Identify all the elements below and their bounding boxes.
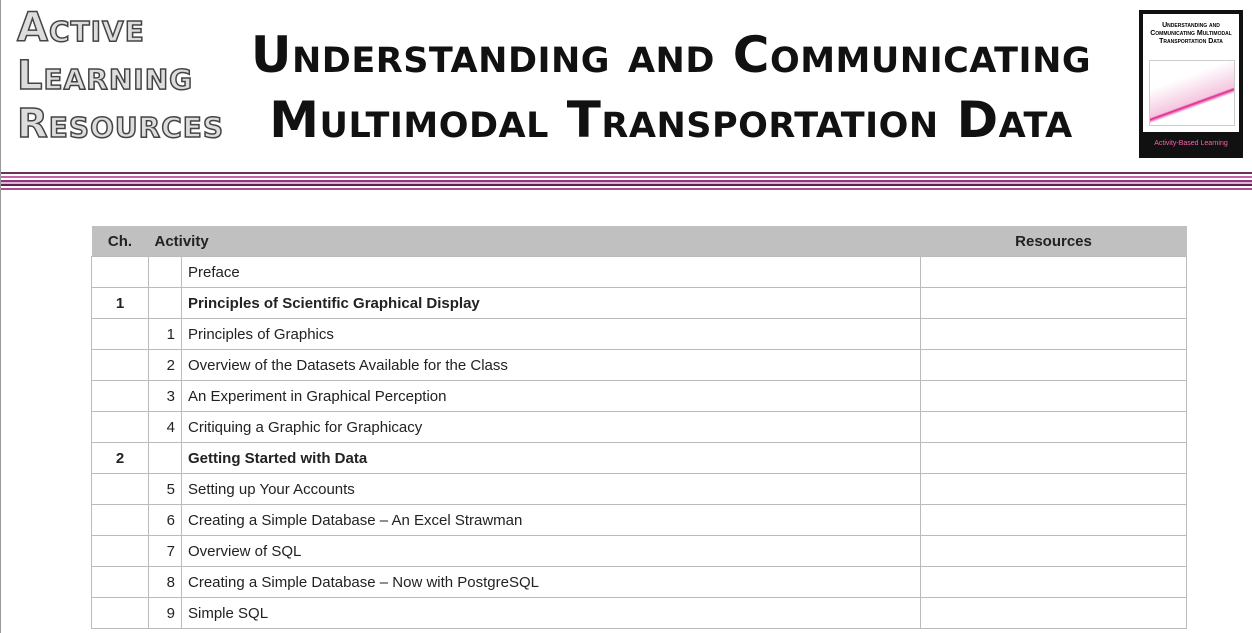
- resources-cell: [920, 411, 1187, 443]
- activity-cell: Overview of the Datasets Available for t…: [181, 349, 921, 381]
- resources-cell: [920, 442, 1187, 474]
- chapter-cell: [91, 411, 149, 443]
- resources-cell: [920, 256, 1187, 288]
- table-row: 2 Getting Started with Data: [91, 442, 1187, 474]
- number-cell: 1: [148, 318, 182, 350]
- activity-table: Ch. Activity Resources Preface 1 Principle…: [91, 226, 1187, 629]
- activity-cell: Setting up Your Accounts: [181, 473, 921, 505]
- title-line: Multimodal Transportation Data: [269, 91, 1073, 149]
- activity-cell: Principles of Scientific Graphical Displ…: [181, 287, 921, 319]
- chapter-cell: 1: [91, 287, 149, 319]
- table-row: Preface: [91, 256, 1187, 288]
- logo: Active Learning Resources: [16, 4, 225, 148]
- chapter-cell: [91, 535, 149, 567]
- resources-cell: [920, 287, 1187, 319]
- number-cell: 8: [148, 566, 182, 598]
- activity-cell: Preface: [181, 256, 921, 288]
- chapter-cell: [91, 318, 149, 350]
- resources-cell: [920, 535, 1187, 567]
- number-cell: 7: [148, 535, 182, 567]
- activity-cell: An Experiment in Graphical Perception: [181, 380, 921, 412]
- activity-cell: Creating a Simple Database – Now with Po…: [181, 566, 921, 598]
- chapter-cell: [91, 380, 149, 412]
- table-row: 4 Critiquing a Graphic for Graphicacy: [91, 411, 1187, 443]
- table-row: 5 Setting up Your Accounts: [91, 473, 1187, 505]
- number-cell: 2: [148, 349, 182, 381]
- table-row: 7 Overview of SQL: [91, 535, 1187, 567]
- logo-line: Resources: [16, 100, 225, 148]
- logo-line: Learning: [16, 52, 194, 100]
- number-cell: 3: [148, 380, 182, 412]
- book-cover[interactable]: Understanding and Communicating Multimod…: [1139, 10, 1243, 158]
- resources-cell: [920, 349, 1187, 381]
- chapter-cell: [91, 473, 149, 505]
- activity-cell: Creating a Simple Database – An Excel St…: [181, 504, 921, 536]
- chapter-cell: 2: [91, 442, 149, 474]
- resources-cell: [920, 566, 1187, 598]
- activity-cell: Critiquing a Graphic for Graphicacy: [181, 411, 921, 443]
- header-cell: Ch.: [91, 226, 149, 257]
- header-cell: Resources: [920, 226, 1187, 257]
- table-row: 3 An Experiment in Graphical Perception: [91, 380, 1187, 412]
- cover-page: Understanding and Communicating Multimod…: [1143, 14, 1239, 132]
- number-cell: 9: [148, 597, 182, 629]
- header-stripes: [1, 172, 1252, 190]
- chapter-cell: [91, 597, 149, 629]
- resources-cell: [920, 597, 1187, 629]
- number-cell: [148, 442, 182, 474]
- resources-cell: [920, 504, 1187, 536]
- table-row: 9 Simple SQL: [91, 597, 1187, 629]
- number-cell: 6: [148, 504, 182, 536]
- chapter-cell: [91, 349, 149, 381]
- number-cell: [148, 256, 182, 288]
- number-cell: 4: [148, 411, 182, 443]
- table-row: 1 Principles of Scientific Graphical Disp…: [91, 287, 1187, 319]
- logo-line: Active: [16, 4, 145, 52]
- chapter-cell: [91, 566, 149, 598]
- cover-footer: Activity-Based Learning: [1154, 140, 1228, 147]
- table-row: 2 Overview of the Datasets Available for …: [91, 349, 1187, 381]
- resources-cell: [920, 473, 1187, 505]
- table-row: 6 Creating a Simple Database – An Excel S…: [91, 504, 1187, 536]
- activity-cell: Overview of SQL: [181, 535, 921, 567]
- activity-cell: Getting Started with Data: [181, 442, 921, 474]
- number-cell: [148, 287, 182, 319]
- chapter-cell: [91, 256, 149, 288]
- resources-cell: [920, 380, 1187, 412]
- chapter-cell: [91, 504, 149, 536]
- resources-cell: [920, 318, 1187, 350]
- cover-plot: [1149, 60, 1235, 126]
- number-cell: 5: [148, 473, 182, 505]
- table-row: 1 Principles of Graphics: [91, 318, 1187, 350]
- title-line: Understanding and Communicating: [250, 26, 1092, 84]
- activity-cell: Simple SQL: [181, 597, 921, 629]
- activity-cell: Principles of Graphics: [181, 318, 921, 350]
- header-cell: Activity: [148, 226, 921, 257]
- table-row: 8 Creating a Simple Database – Now with P…: [91, 566, 1187, 598]
- cover-title: Understanding and Communicating Multimod…: [1150, 22, 1232, 45]
